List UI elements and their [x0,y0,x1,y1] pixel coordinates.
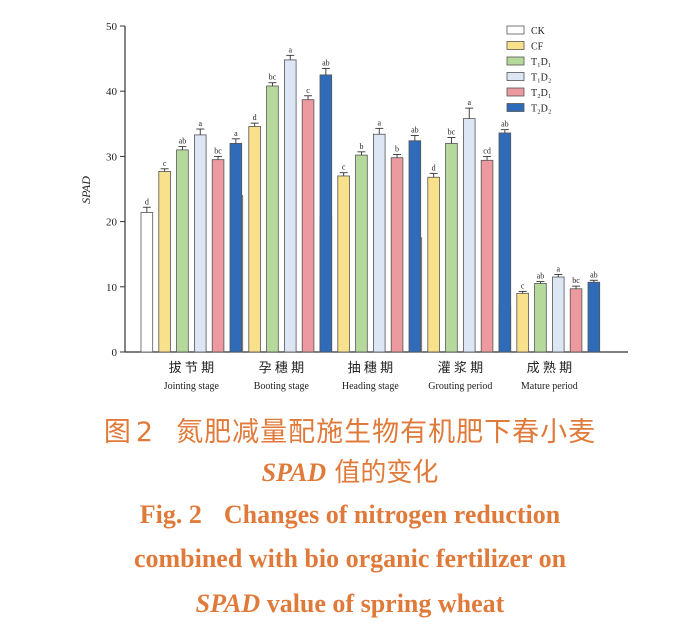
significance-label: a [377,118,381,127]
spad-bar-chart: 01020304050SPADdededcdcdcabbcbbcabaaaaab… [79,21,628,392]
bar [266,85,279,353]
significance-label: d [253,113,257,122]
y-tick-label: 10 [106,282,118,294]
significance-label: a [556,264,560,273]
y-axis-label: SPAD [79,176,93,204]
x-category-label-cn: 抽 穗 期 [348,360,394,375]
significance-label: b [395,144,399,153]
bar [445,142,458,353]
caption-en-line1: Fig. 2 Changes of nitrogen reduction [0,500,700,530]
significance-label: ab [322,58,330,67]
bar [301,99,315,353]
bar [408,140,422,353]
bar [355,154,368,353]
x-category-label-cn: 孕 穗 期 [259,360,305,375]
significance-label: a [198,119,202,128]
legend-swatch [506,87,525,97]
significance-label: bc [572,276,580,285]
significance-label: a [288,45,292,54]
x-category-label-cn: 成 熟 期 [527,360,573,375]
legend-swatch [506,41,525,50]
bar [193,134,207,353]
caption-en-line3-text: value of spring wheat [260,589,505,618]
legend-label: CF [531,42,544,53]
significance-label: ab [501,120,509,129]
caption-en-prefix: Fig. 2 [139,500,202,529]
x-category-label: Booting stage [254,381,310,392]
significance-label: d [145,197,149,206]
bar [248,126,261,353]
significance-label: b [359,142,363,151]
caption-cn-title-line1: 氮肥减量配施生物有机肥下春小麦 [176,417,597,448]
significance-label: cd [483,146,491,155]
caption-cn-line1: 图 2 氮肥减量配施生物有机肥下春小麦 [0,410,700,449]
legend-label: T₂D₂ [531,104,551,115]
bar [337,175,350,353]
significance-label: d [432,163,436,172]
bar [480,159,494,353]
bar [158,170,171,353]
y-tick-label: 0 [112,347,118,359]
bar [390,157,404,353]
significance-label: ab [537,272,545,281]
caption-cn-number: 2 [135,417,155,448]
significance-label: c [342,163,346,172]
bar [534,283,547,353]
significance-label: a [234,129,238,138]
legend-swatch [506,56,525,66]
bar [176,149,189,353]
significance-label: a [467,98,471,107]
caption-cn-prefix: 图 [103,417,132,448]
bar [498,132,512,353]
caption-en-spad: SPAD [195,589,261,618]
x-category-label: Heading stage [342,381,399,392]
caption-cn-line2: SPAD 值的变化 [0,452,700,489]
legend-label: T₁D₁ [531,57,551,68]
x-category-label-cn: 灌 浆 期 [438,360,484,375]
x-category-label: Mature period [521,381,578,392]
bar [569,288,583,353]
x-category-label: Jointing stage [164,381,220,392]
significance-label: ab [411,126,419,135]
caption-en-line2: combined with bio organic fertilizer on [133,544,567,573]
bar [552,276,565,353]
significance-label: c [521,281,525,290]
caption-en-line1-text: Changes of nitrogen reduction [223,500,561,529]
bar [211,159,225,353]
significance-label: c [306,86,310,95]
y-tick-label: 50 [106,21,118,33]
legend-label: T₁D₂ [531,73,551,84]
bar [283,59,297,353]
bar [140,212,154,353]
chart-svg: 01020304050SPADdededcdcdcabbcbbcabaaaaab… [79,21,628,392]
legend-swatch [506,103,525,112]
y-tick-label: 20 [106,217,118,229]
legend-swatch [506,72,525,81]
y-tick-label: 30 [106,151,118,163]
legend-label: T₂D₁ [531,88,551,99]
significance-label: c [163,159,167,168]
bar [516,292,529,353]
significance-label: bc [269,73,277,82]
legend-swatch [506,25,525,35]
significance-label: bc [214,146,222,155]
y-tick-label: 40 [106,86,118,98]
bar [372,133,386,353]
x-category-label-cn: 拔 节 期 [169,360,215,375]
x-category-label: Grouting period [428,381,492,392]
legend-label: CK [531,26,546,37]
bar [229,142,243,353]
bar [462,118,476,353]
bar [587,281,601,353]
significance-label: ab [590,270,598,279]
caption-cn-title-line2: 值的变化 [326,458,439,488]
caption-cn-spad: SPAD [261,458,327,487]
significance-label: ab [179,137,187,146]
bar [319,74,333,353]
caption-en-line3: SPAD value of spring wheat [0,589,700,619]
significance-label: bc [448,127,456,136]
bar [427,176,440,353]
